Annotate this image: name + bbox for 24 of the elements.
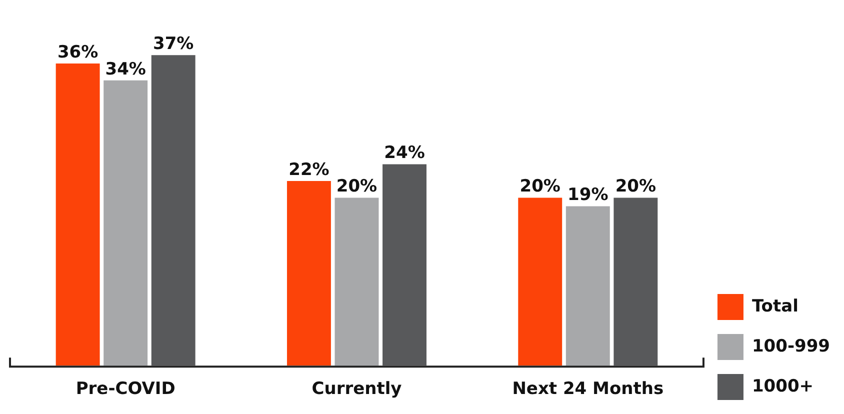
bar <box>104 80 148 366</box>
legend-label: Total <box>752 296 798 316</box>
data-label: 34% <box>105 59 146 80</box>
data-label: 36% <box>57 42 98 62</box>
x-tick-label: Pre-COVID <box>76 379 176 400</box>
bar <box>286 181 331 366</box>
bar <box>382 164 426 366</box>
data-label: 20% <box>615 176 656 197</box>
x-tick-label: Next 24 Months <box>512 379 664 400</box>
bar <box>151 55 196 366</box>
data-label: 22% <box>288 160 330 180</box>
data-label: 24% <box>384 143 425 164</box>
data-label: 19% <box>568 185 608 206</box>
legend-label: 1000+ <box>752 376 814 396</box>
bar <box>614 198 658 366</box>
bar <box>566 206 610 366</box>
bar <box>518 198 562 366</box>
x-tick-label: Currently <box>312 379 402 400</box>
legend-label: 100-999 <box>752 336 830 356</box>
bar <box>334 198 379 366</box>
data-label: 20% <box>336 176 378 197</box>
data-label: 37% <box>153 34 194 54</box>
bar <box>56 64 100 366</box>
data-label: 20% <box>520 176 560 197</box>
